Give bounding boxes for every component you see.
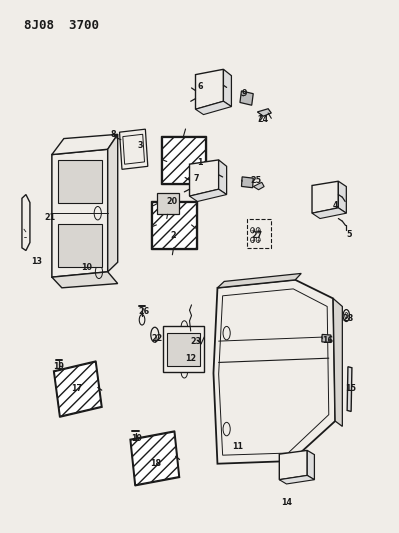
Text: 25: 25 (251, 176, 262, 184)
Text: 21: 21 (44, 213, 55, 222)
Bar (54, 362, 101, 416)
Text: 16: 16 (322, 336, 333, 344)
Bar (152, 203, 196, 247)
Bar (156, 193, 178, 214)
Text: 8: 8 (111, 130, 117, 139)
Text: 7: 7 (194, 174, 199, 183)
Polygon shape (223, 69, 231, 107)
Polygon shape (333, 298, 342, 426)
Polygon shape (190, 189, 227, 201)
Text: 5: 5 (346, 230, 352, 239)
Bar (322, 334, 331, 343)
Polygon shape (52, 149, 108, 277)
Polygon shape (196, 101, 231, 115)
Polygon shape (307, 450, 314, 480)
Text: 6: 6 (198, 82, 203, 91)
Polygon shape (108, 134, 118, 272)
Text: 12: 12 (185, 354, 196, 362)
Polygon shape (257, 109, 271, 116)
Polygon shape (312, 181, 338, 213)
Polygon shape (196, 69, 223, 109)
Text: 17: 17 (71, 384, 82, 392)
Bar (247, 219, 271, 248)
Text: 28: 28 (342, 314, 354, 323)
Polygon shape (279, 475, 314, 484)
Bar (130, 431, 180, 486)
Text: 22: 22 (151, 334, 162, 343)
Bar (163, 326, 204, 372)
Text: 24: 24 (258, 116, 269, 124)
Bar (241, 177, 253, 188)
Text: 1: 1 (197, 158, 202, 167)
Text: 20: 20 (166, 197, 177, 206)
Bar (131, 432, 179, 485)
Polygon shape (52, 272, 118, 288)
Bar (167, 333, 200, 366)
Text: 15: 15 (345, 384, 356, 392)
Polygon shape (253, 182, 264, 190)
Text: 19: 19 (131, 434, 142, 442)
Text: 10: 10 (81, 263, 93, 272)
Polygon shape (190, 160, 219, 196)
Text: 13: 13 (31, 257, 42, 265)
Bar (53, 361, 102, 417)
Bar (162, 138, 205, 182)
Text: 26: 26 (138, 308, 149, 316)
Bar (240, 91, 253, 105)
Polygon shape (279, 450, 307, 480)
Bar (160, 136, 207, 184)
Bar (151, 201, 196, 249)
Polygon shape (219, 160, 227, 195)
Text: 8J08  3700: 8J08 3700 (24, 19, 99, 31)
Bar (58, 160, 102, 203)
Polygon shape (213, 280, 335, 464)
Ellipse shape (187, 331, 198, 349)
Polygon shape (217, 273, 301, 288)
Text: 19: 19 (53, 362, 65, 371)
Text: 2: 2 (171, 231, 176, 240)
Text: 14: 14 (281, 498, 292, 506)
Text: 4: 4 (332, 201, 338, 209)
Text: 27: 27 (252, 231, 263, 240)
Text: 11: 11 (232, 442, 243, 451)
Bar (58, 224, 102, 266)
Polygon shape (312, 208, 346, 219)
Polygon shape (347, 367, 352, 411)
Polygon shape (52, 134, 118, 155)
Polygon shape (338, 181, 346, 213)
Text: 3: 3 (138, 141, 143, 150)
Text: 9: 9 (241, 89, 247, 98)
Bar (120, 129, 148, 169)
Bar (123, 134, 144, 164)
Text: 18: 18 (150, 459, 161, 468)
Text: 23: 23 (190, 337, 201, 345)
